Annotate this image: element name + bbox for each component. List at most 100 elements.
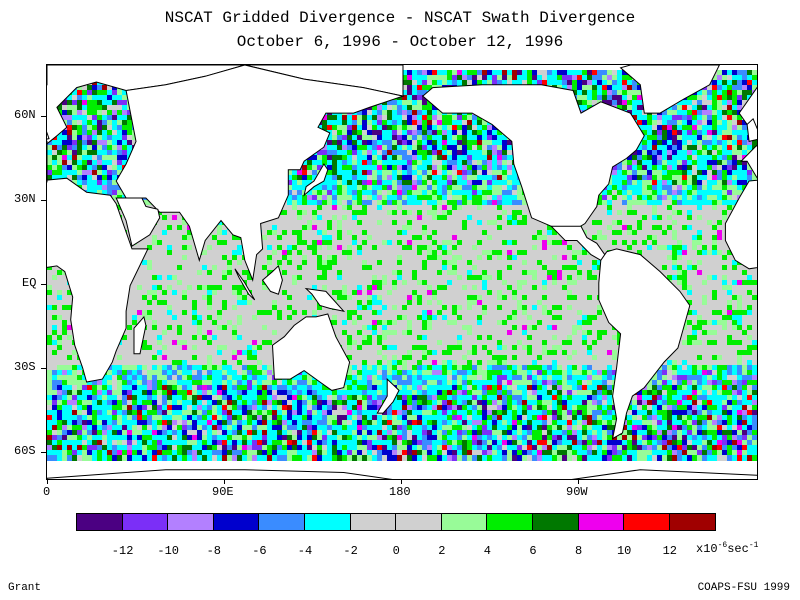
divergence-cell <box>357 135 362 141</box>
divergence-cell <box>387 110 392 116</box>
divergence-cell <box>687 130 692 136</box>
divergence-cell <box>402 175 407 181</box>
divergence-cell <box>757 145 758 151</box>
divergence-cell <box>402 235 407 241</box>
divergence-cell <box>452 150 457 156</box>
divergence-cell <box>302 200 307 206</box>
divergence-cell <box>717 125 722 131</box>
divergence-cell <box>457 125 462 131</box>
divergence-cell <box>702 220 707 226</box>
divergence-cell <box>607 195 612 201</box>
divergence-cell <box>602 235 607 241</box>
divergence-cell <box>412 110 417 116</box>
divergence-cell <box>82 170 87 176</box>
divergence-cell <box>642 115 647 121</box>
divergence-cell <box>422 130 427 136</box>
divergence-cell <box>702 125 707 131</box>
divergence-cell <box>457 115 462 121</box>
divergence-cell <box>672 145 677 151</box>
divergence-cell <box>507 230 512 236</box>
divergence-cell <box>82 160 87 166</box>
divergence-cell <box>672 140 677 146</box>
divergence-cell <box>722 115 727 121</box>
divergence-cell <box>552 235 557 241</box>
divergence-cell <box>407 70 412 76</box>
divergence-cell <box>642 230 647 236</box>
divergence-cell <box>82 155 87 161</box>
divergence-cell <box>427 190 432 196</box>
divergence-cell <box>522 195 527 201</box>
divergence-cell <box>647 130 652 136</box>
divergence-cell <box>757 70 758 76</box>
divergence-cell <box>642 130 647 136</box>
divergence-cell <box>632 215 637 221</box>
divergence-cell <box>647 185 652 191</box>
divergence-cell <box>722 105 727 111</box>
divergence-cell <box>432 75 437 81</box>
divergence-cell <box>652 235 657 241</box>
divergence-cell <box>482 190 487 196</box>
divergence-cell <box>357 160 362 166</box>
divergence-cell <box>677 225 682 231</box>
divergence-cell <box>517 215 522 221</box>
divergence-cell <box>612 195 617 201</box>
divergence-cell <box>582 70 587 76</box>
divergence-cell <box>382 125 387 131</box>
divergence-cell <box>737 100 742 106</box>
divergence-cell <box>722 200 727 206</box>
divergence-cell <box>692 165 697 171</box>
divergence-cell <box>532 230 537 236</box>
divergence-cell <box>427 185 432 191</box>
divergence-cell <box>82 175 87 181</box>
divergence-cell <box>477 125 482 131</box>
divergence-cell <box>417 220 422 226</box>
divergence-cell <box>422 205 427 211</box>
divergence-cell <box>512 215 517 221</box>
divergence-cell <box>692 95 697 101</box>
divergence-cell <box>312 185 317 191</box>
divergence-cell <box>447 160 452 166</box>
divergence-cell <box>617 230 622 236</box>
divergence-cell <box>642 125 647 131</box>
divergence-cell <box>742 170 747 176</box>
divergence-cell <box>707 165 712 171</box>
divergence-cell <box>377 235 382 241</box>
divergence-cell <box>732 120 737 126</box>
divergence-cell <box>702 95 707 101</box>
divergence-cell <box>497 205 502 211</box>
divergence-cell <box>487 185 492 191</box>
divergence-cell <box>482 155 487 161</box>
divergence-cell <box>677 135 682 141</box>
divergence-cell <box>477 165 482 171</box>
divergence-cell <box>277 215 282 221</box>
divergence-cell <box>617 190 622 196</box>
divergence-cell <box>422 90 427 96</box>
divergence-cell <box>297 205 302 211</box>
divergence-cell <box>412 75 417 81</box>
divergence-cell <box>502 230 507 236</box>
divergence-cell <box>437 215 442 221</box>
divergence-cell <box>502 145 507 151</box>
divergence-cell <box>112 85 117 91</box>
divergence-cell <box>352 220 357 226</box>
divergence-cell <box>407 235 412 241</box>
divergence-cell <box>77 135 82 141</box>
divergence-cell <box>637 225 642 231</box>
divergence-cell <box>477 200 482 206</box>
divergence-cell <box>362 140 367 146</box>
divergence-cell <box>397 95 402 101</box>
divergence-cell <box>562 240 567 246</box>
divergence-cell <box>497 70 502 76</box>
divergence-cell <box>637 235 642 241</box>
divergence-cell <box>57 160 62 166</box>
divergence-cell <box>382 200 387 206</box>
divergence-cell <box>502 70 507 76</box>
divergence-cell <box>657 185 662 191</box>
divergence-cell <box>357 110 362 116</box>
divergence-cell <box>177 240 182 246</box>
divergence-cell <box>712 90 717 96</box>
divergence-cell <box>462 205 467 211</box>
divergence-cell <box>652 125 657 131</box>
divergence-cell <box>592 80 597 86</box>
divergence-cell <box>622 230 627 236</box>
